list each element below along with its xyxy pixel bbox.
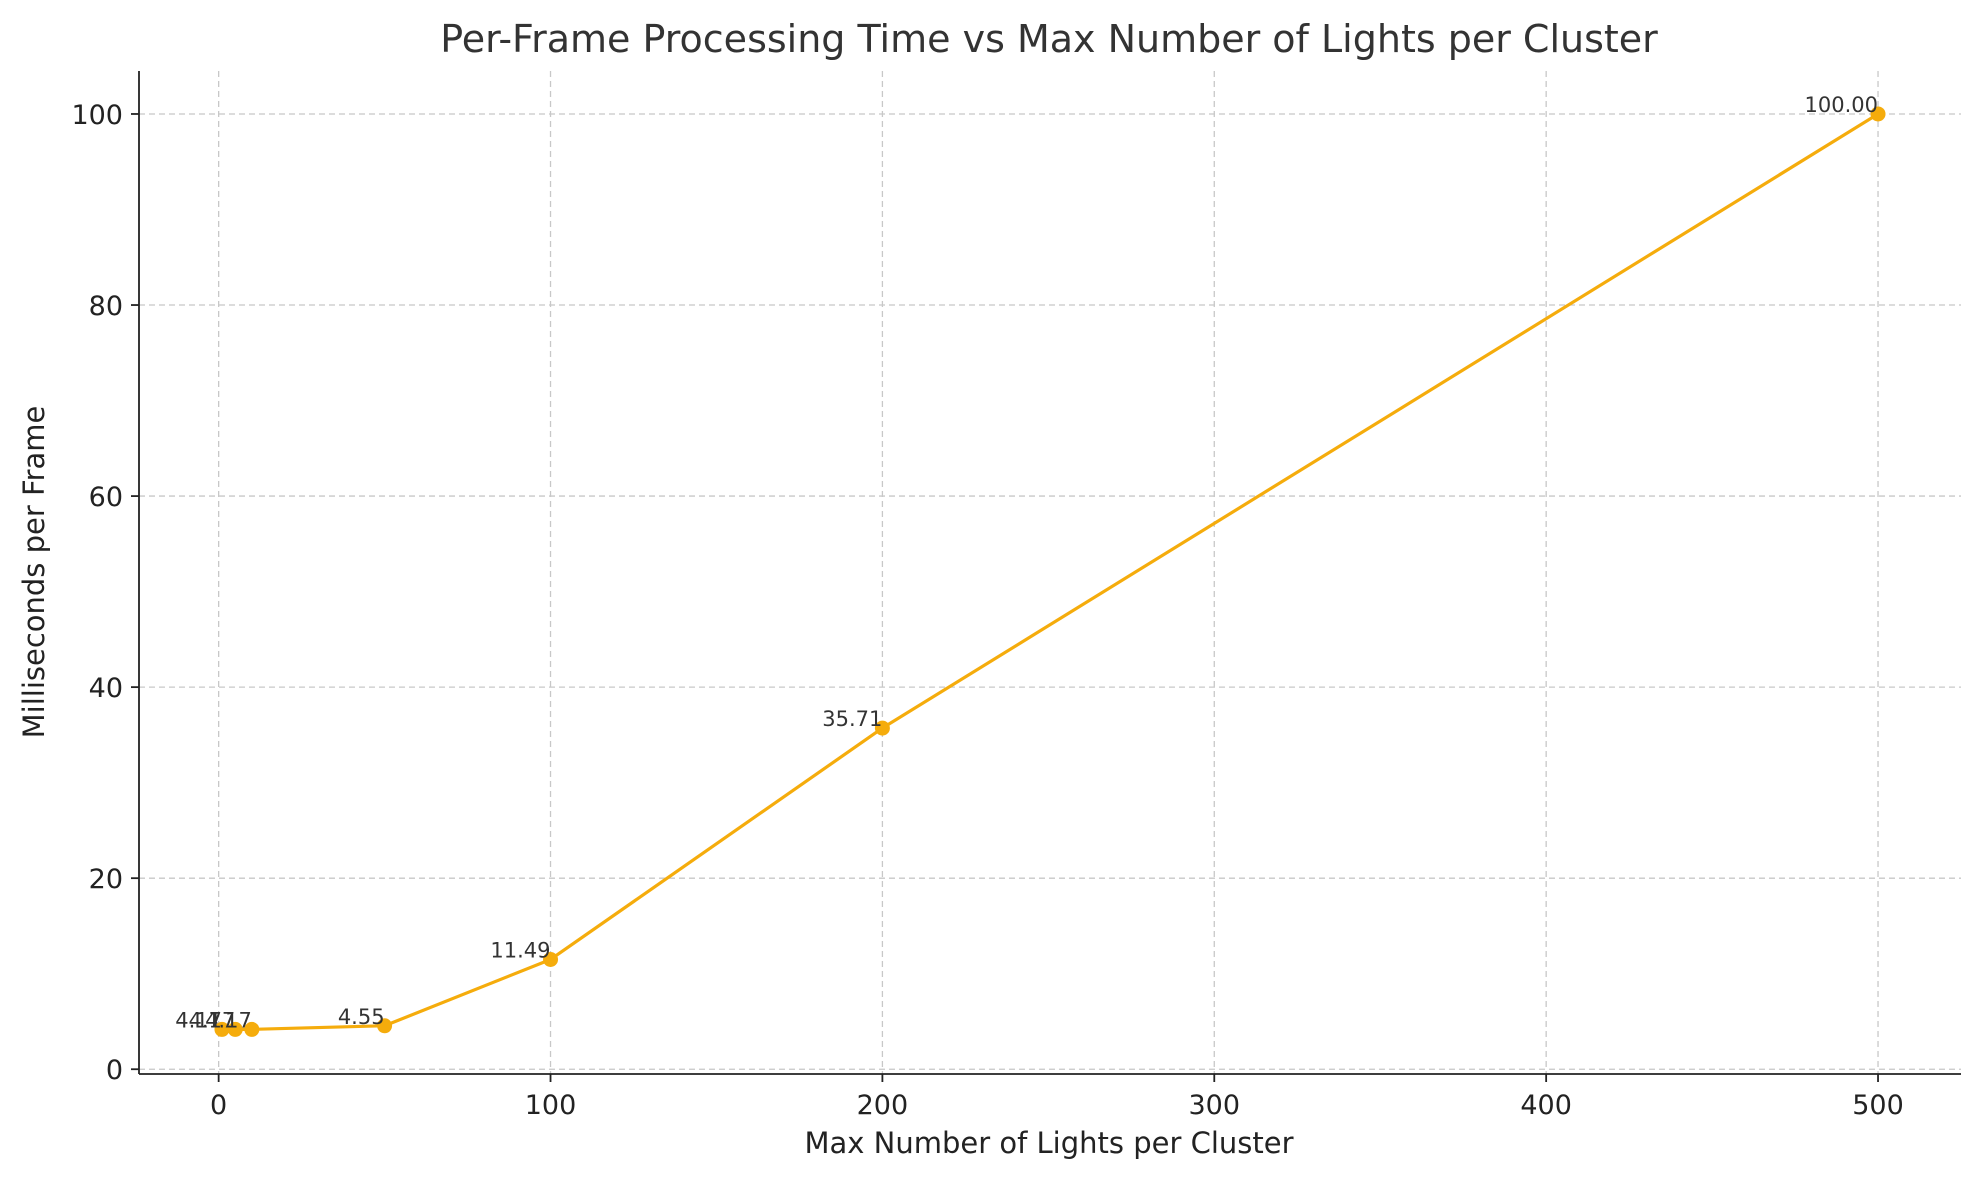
data-label-0-2: 4.17	[205, 1008, 252, 1032]
x-tick-label-3: 300	[1189, 1090, 1241, 1121]
data-label-0-5: 35.71	[822, 707, 882, 731]
data-point-0-5	[874, 720, 890, 736]
data-point-0-1	[227, 1021, 243, 1037]
data-label-0-4: 11.49	[490, 938, 550, 962]
x-tick-label-2: 200	[857, 1090, 909, 1121]
x-tick-label-5: 500	[1852, 1090, 1904, 1121]
data-point-0-3	[377, 1018, 393, 1034]
data-point-0-0	[214, 1021, 230, 1037]
data-label-0-6: 100.00	[1805, 93, 1878, 117]
grid	[139, 71, 1961, 1074]
data-label-0-3: 4.55	[338, 1005, 385, 1029]
series-line-0	[221, 112, 1879, 1031]
y-tick-label-1: 20	[89, 864, 123, 895]
y-tick-label-2: 40	[89, 673, 123, 704]
x-tick-label-0: 0	[210, 1090, 227, 1121]
axes	[138, 71, 1961, 1075]
chart-title: Per-Frame Processing Time vs Max Number …	[440, 17, 1658, 61]
data-label-0-0: 4.17	[175, 1008, 222, 1032]
y-axis-label: Milliseconds per Frame	[17, 406, 51, 739]
data-point-0-4	[543, 951, 559, 967]
data-point-0-2	[244, 1021, 260, 1037]
y-tick-label-4: 80	[89, 291, 123, 322]
y-tick-label-3: 60	[89, 482, 123, 513]
data-point-0-6	[1870, 106, 1886, 122]
x-tick-label-1: 100	[525, 1090, 577, 1121]
x-axis-label: Max Number of Lights per Cluster	[804, 1126, 1293, 1160]
y-tick-label-0: 0	[106, 1055, 123, 1086]
x-tick-label-4: 400	[1520, 1090, 1572, 1121]
data-label-0-1: 4.17	[188, 1008, 235, 1032]
y-axis-ticks: 0 20 40 60 80 100	[71, 100, 139, 1086]
series: 4.174.174.17 4.55 11.49 35.71 100.00	[175, 93, 1886, 1037]
y-tick-label-5: 100	[71, 100, 123, 131]
x-axis-ticks: 0 100 200 300 400 500	[210, 1074, 1904, 1121]
